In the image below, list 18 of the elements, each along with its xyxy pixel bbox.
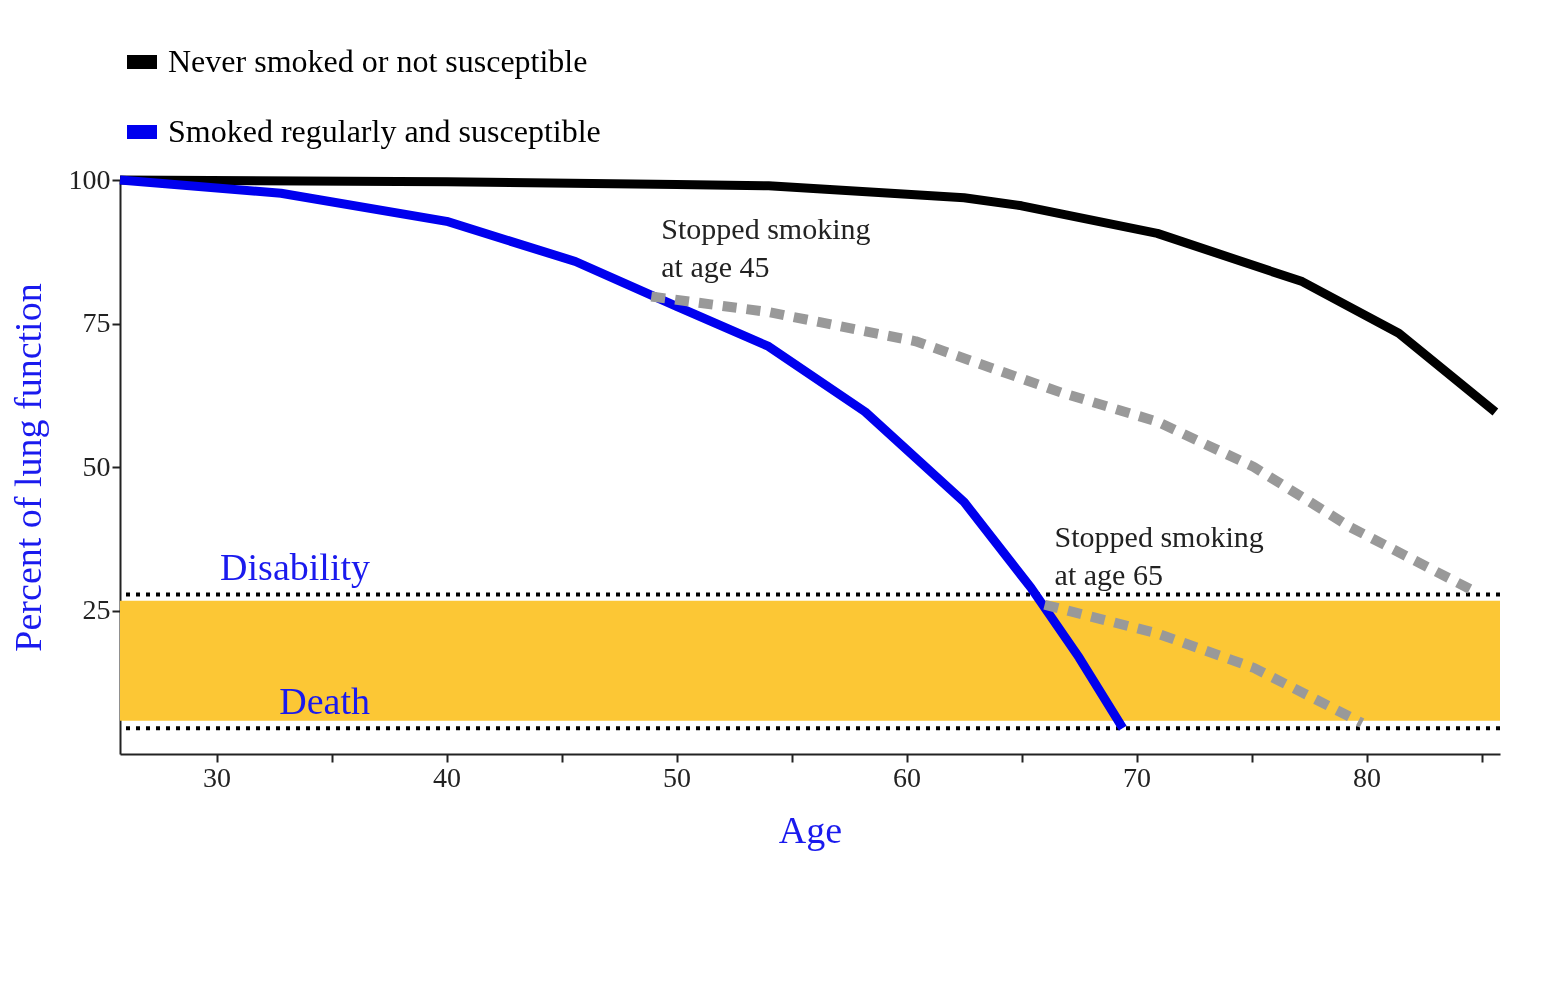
- y-tick-label: 100: [68, 163, 111, 195]
- x-tick-label: 60: [893, 761, 922, 793]
- ref-line-label: Disability: [220, 546, 370, 589]
- ref-line-label: Death: [279, 680, 370, 723]
- annotation: Stopped smoking at age 65: [1054, 519, 1264, 591]
- y-tick-label: 50: [82, 450, 111, 482]
- legend-label: Smoked regularly and susceptible: [168, 113, 601, 149]
- legend-label: Never smoked or not susceptible: [168, 43, 588, 79]
- y-axis-title: Percent of lung function: [6, 283, 49, 652]
- x-tick-label: 80: [1353, 761, 1382, 793]
- x-tick-label: 40: [433, 761, 462, 793]
- y-tick-label: 75: [82, 307, 111, 338]
- y-tick-label: 25: [82, 594, 111, 625]
- x-tick-label: 50: [663, 761, 692, 793]
- annotation: Stopped smoking at age 45: [661, 211, 871, 283]
- x-axis-title: Age: [778, 808, 843, 851]
- x-tick-label: 30: [203, 761, 232, 793]
- x-tick-label: 70: [1123, 761, 1152, 793]
